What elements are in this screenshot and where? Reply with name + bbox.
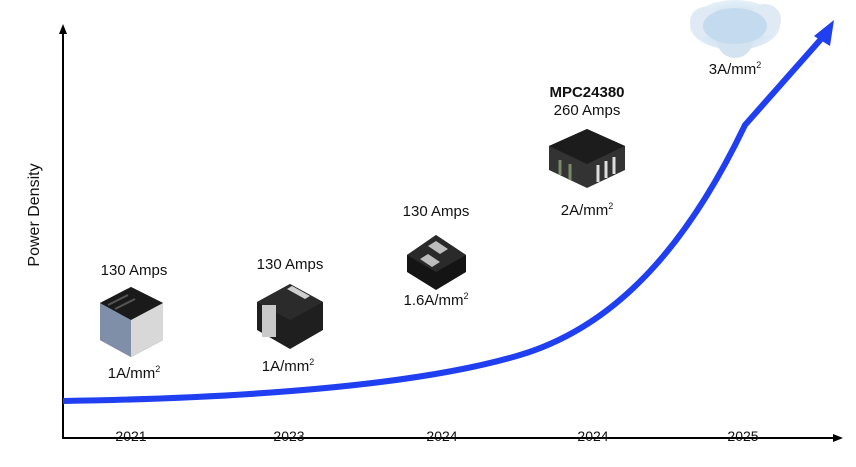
milestone-mpc24380-current: 260 Amps [553,102,621,119]
milestone-2024-current: 130 Amps [402,203,470,220]
growth-curve-arrowhead [814,20,834,46]
y-axis-label: Power Density [26,163,43,267]
milestone-2024-density: 1.6A/mm2 [403,291,469,309]
milestone-2023-density: 1A/mm2 [261,357,315,375]
milestone-mpc24380-name: MPC24380 [549,84,625,101]
milestone-2021-current: 130 Amps [100,262,168,279]
milestone-2023-current: 130 Amps [256,256,324,273]
year-label-2021: 2021 [115,428,147,444]
year-label-2024b: 2024 [577,428,609,444]
x-axis-arrow [833,434,843,442]
growth-curve [62,36,825,404]
cloud-icon [690,0,781,58]
milestone-2021-density: 1A/mm2 [107,364,161,382]
chip-2021-image [100,287,163,357]
milestone-mpc24380-density: 2A/mm2 [560,201,614,219]
chip-2023-image [257,284,323,349]
year-label-2024: 2024 [426,428,458,444]
chip-2024-image [407,235,466,290]
milestone-2025-density: 3A/mm2 [708,60,762,78]
chip-mpc24380-image [549,129,625,188]
y-axis-arrow [59,24,67,34]
year-label-2025: 2025 [727,428,759,444]
year-label-2023: 2023 [273,428,305,444]
